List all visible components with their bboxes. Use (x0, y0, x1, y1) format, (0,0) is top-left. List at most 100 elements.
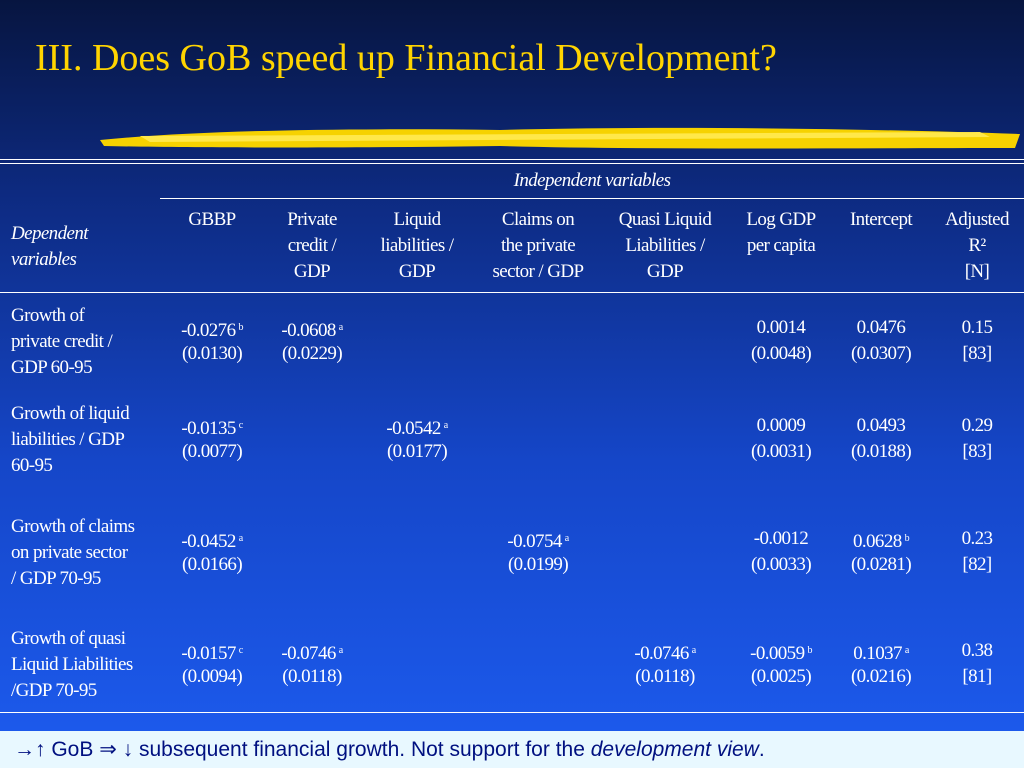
significance: a (691, 645, 696, 656)
standard-error: (0.0118) (282, 666, 342, 687)
column-header: Log GDP (746, 209, 816, 230)
column-header: Adjusted (945, 209, 1009, 230)
dependent-header: Dependent (11, 223, 89, 244)
coefficient: 0.29 (930, 413, 1024, 439)
footer: →↑ GoB ⇒ ↓ subsequent financial growth. … (0, 731, 1024, 768)
standard-error: (0.0177) (386, 441, 448, 462)
standard-error: (0.0307) (850, 343, 912, 364)
row-label: Growth of (11, 305, 85, 326)
coefficient: 0.1037 a (831, 638, 931, 667)
row-label: /GDP 70-95 (11, 680, 97, 701)
coefficient-value: -0.0746 (281, 643, 336, 664)
coefficient-value: 0.0009 (756, 415, 806, 436)
standard-error: [83] (962, 441, 992, 462)
standard-error: (0.0031) (750, 441, 812, 462)
coefficient-value: -0.0276 (181, 320, 236, 341)
coefficient: 0.0014 (731, 315, 831, 341)
column-header: Claims on (501, 209, 575, 230)
standard-error: (0.0130) (181, 343, 243, 364)
dependent-header: variables (11, 249, 77, 270)
footer-text: . (758, 738, 765, 761)
coefficient-value: -0.0059 (750, 643, 805, 664)
coefficient-value: 0.0628 (852, 531, 902, 552)
standard-error: [82] (962, 554, 992, 575)
row-label: liabilities / GDP (11, 429, 125, 450)
significance: c (238, 645, 243, 656)
table-rule (0, 712, 1024, 713)
coefficient-value: 0.1037 (853, 643, 902, 664)
coefficient-value: -0.0608 (281, 320, 336, 341)
row-label: private credit / (11, 331, 113, 352)
significance: a (338, 645, 343, 656)
coefficient-value: -0.0157 (181, 643, 236, 664)
row-label: / GDP 70-95 (11, 568, 101, 589)
footer-emphasis: development view (590, 738, 759, 761)
footer-text: →↑ GoB ⇒ ↓ subsequent financial growth. … (14, 738, 591, 761)
significance: a (904, 645, 909, 656)
column-header: Liquid (393, 209, 441, 230)
column-header: liabilities / (380, 235, 455, 256)
row-label: Growth of quasi (11, 628, 126, 649)
coefficient-value: -0.0542 (386, 418, 441, 439)
standard-error: (0.0281) (850, 554, 912, 575)
significance: a (564, 533, 569, 544)
significance: a (338, 322, 343, 333)
standard-error: (0.0033) (750, 554, 812, 575)
standard-error: (0.0166) (181, 554, 243, 575)
table-rule (0, 159, 1024, 160)
coefficient-value: 0.15 (961, 317, 993, 338)
row-label: Growth of claims (11, 516, 135, 537)
coefficient: -0.0276 b (162, 315, 262, 344)
coefficient-value: -0.0746 (634, 643, 689, 664)
column-header: GDP (398, 261, 436, 282)
row-label: Liquid Liabilities (11, 654, 133, 675)
coefficient: 0.0493 (831, 413, 931, 439)
row-label: GDP 60-95 (11, 357, 93, 378)
column-header: GDP (646, 261, 684, 282)
standard-error: (0.0199) (507, 554, 569, 575)
coefficient: -0.0608 a (262, 315, 362, 344)
standard-error: (0.0094) (181, 666, 243, 687)
standard-error: (0.0025) (750, 666, 812, 687)
coefficient: -0.0157 c (162, 638, 262, 667)
standard-error: (0.0188) (850, 441, 912, 462)
group-header: Independent variables (513, 170, 671, 191)
coefficient-value: 0.23 (961, 528, 993, 549)
column-header: Quasi Liquid (618, 209, 712, 230)
slide-title: III. Does GoB speed up Financial Develop… (35, 37, 777, 79)
standard-error: (0.0216) (850, 666, 912, 687)
coefficient-value: 0.38 (961, 640, 993, 661)
coefficient: -0.0754 a (473, 526, 603, 555)
column-header: [N] (964, 261, 990, 282)
standard-error: (0.0048) (750, 343, 812, 364)
column-header: sector / GDP (492, 261, 585, 282)
coefficient: -0.0746 a (603, 638, 727, 667)
coefficient: 0.0628 b (831, 526, 931, 555)
coefficient: 0.23 (930, 526, 1024, 552)
row-label: Growth of liquid (11, 403, 130, 424)
coefficient-value: -0.0012 (753, 528, 809, 549)
coefficient: -0.0059 b (731, 638, 831, 667)
coefficient-value: 0.29 (961, 415, 993, 436)
table-rule (0, 292, 1024, 293)
significance: b (904, 533, 910, 544)
standard-error: (0.0118) (635, 666, 695, 687)
column-header: R² (968, 235, 986, 256)
significance: b (238, 322, 243, 333)
column-header: the private (500, 235, 576, 256)
column-header: per capita (746, 235, 816, 256)
coefficient: 0.0476 (831, 315, 931, 341)
coefficient-value: 0.0476 (856, 317, 906, 338)
brush-stroke (100, 127, 1020, 149)
coefficient: 0.38 (930, 638, 1024, 664)
coefficient-value: 0.0493 (856, 415, 906, 436)
significance: a (238, 533, 243, 544)
coefficient-value: -0.0135 (181, 418, 236, 439)
column-header: credit / (287, 235, 337, 256)
coefficient: 0.15 (930, 315, 1024, 341)
coefficient-value: -0.0754 (507, 531, 562, 552)
table-rule (160, 198, 1024, 199)
coefficient: -0.0452 a (162, 526, 262, 555)
significance: a (443, 420, 448, 431)
standard-error: (0.0229) (281, 343, 343, 364)
